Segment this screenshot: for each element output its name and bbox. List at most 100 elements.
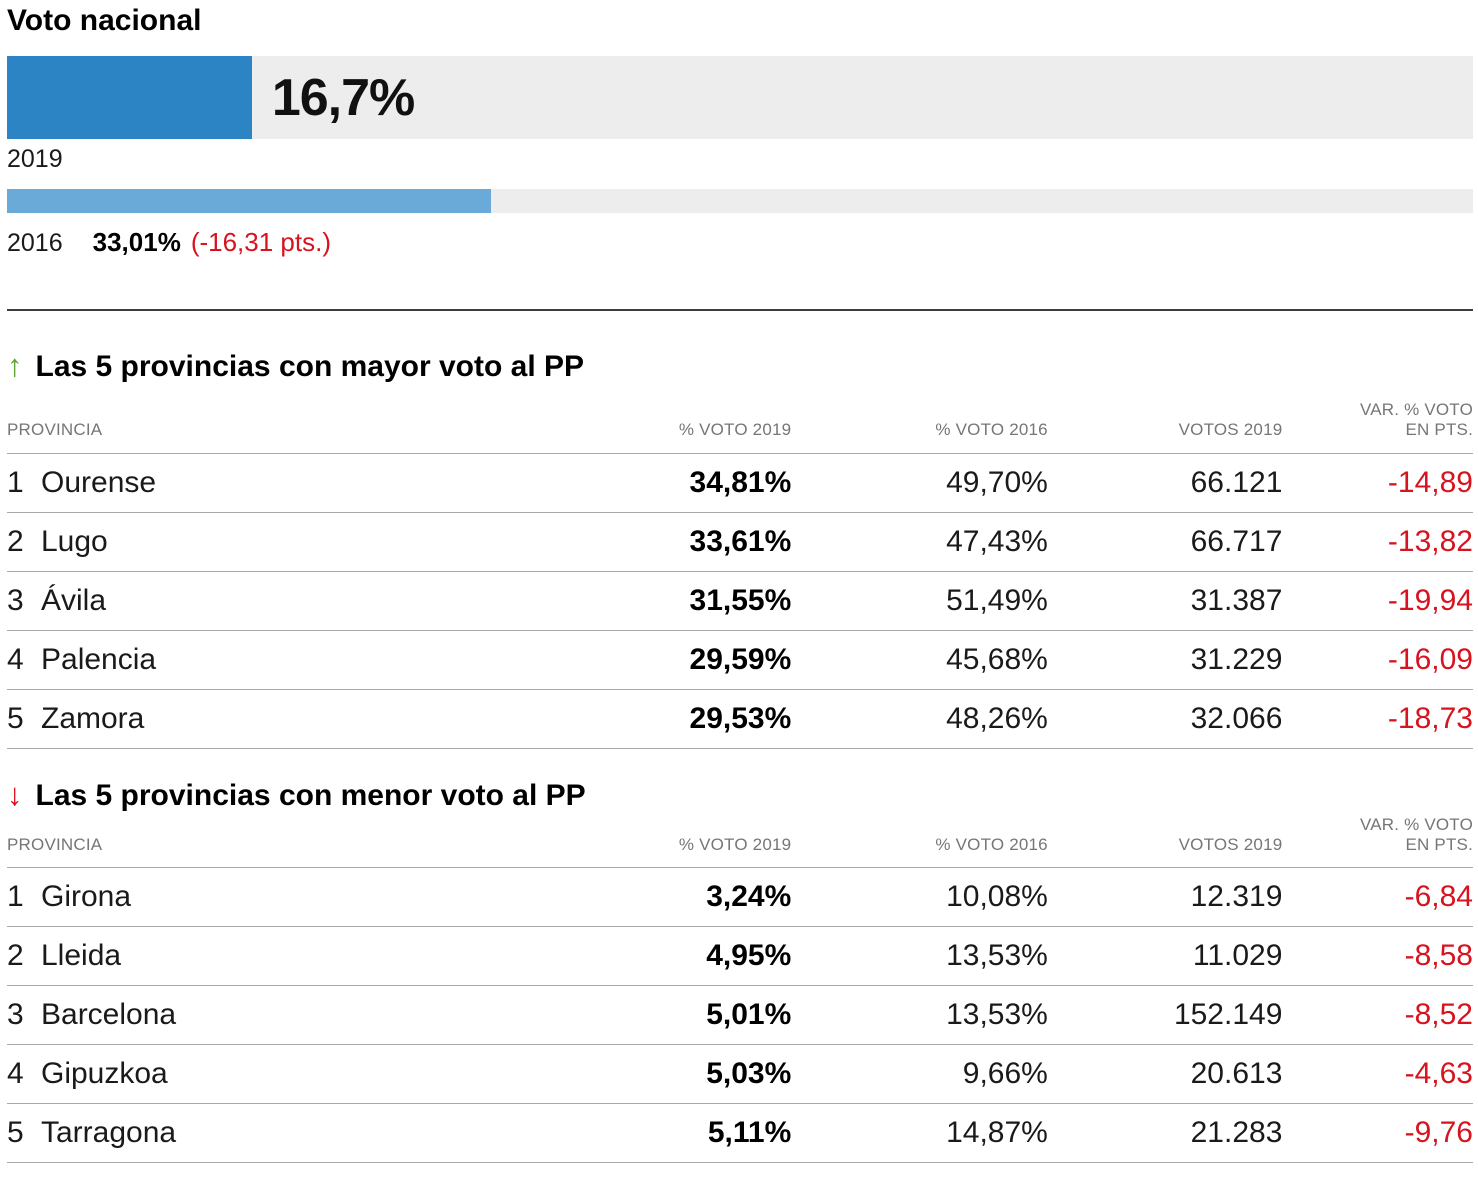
col-header-var-line2: EN PTS.: [1405, 420, 1473, 439]
cell-var-pts: -19,94: [1282, 571, 1473, 631]
cell-province: 1 Girona: [7, 867, 535, 927]
bar-year-label-2019: 2019: [7, 145, 63, 173]
cell-province: 2 Lleida: [7, 926, 535, 986]
cell-rank: 5: [7, 1116, 24, 1149]
col-header-provincia: PROVINCIA: [7, 815, 535, 868]
section-top5-menor: ↓ Las 5 provincias con menor voto al PP …: [7, 776, 1473, 1163]
cell-voto-2016: 10,08%: [791, 867, 1048, 927]
cell-votos-2019: 31.387: [1047, 571, 1283, 631]
col-header-var-line2: EN PTS.: [1405, 835, 1473, 854]
bar-caption-2016: 2016 33,01% (-16,31 pts.): [7, 226, 1473, 259]
bar-change-2016: (-16,31 pts.): [190, 227, 331, 257]
table-menor: PROVINCIA % VOTO 2019 % VOTO 2016 VOTOS …: [7, 815, 1473, 1163]
col-header-var-pts: VAR. % VOTO EN PTS.: [1282, 386, 1473, 454]
cell-voto-2016: 48,26%: [791, 689, 1048, 749]
cell-votos-2019: 12.319: [1047, 867, 1283, 927]
cell-rank: 3: [7, 998, 24, 1031]
cell-var-pts: -6,84: [1282, 867, 1473, 927]
cell-voto-2019: 5,03%: [534, 1044, 792, 1104]
cell-voto-2016: 45,68%: [791, 630, 1048, 690]
table-mayor: PROVINCIA % VOTO 2019 % VOTO 2016 VOTOS …: [7, 386, 1473, 749]
cell-province: 3 Barcelona: [7, 985, 535, 1045]
table-row: 5 Zamora 29,53% 48,26% 32.066 -18,73: [7, 689, 1473, 749]
cell-province: 2 Lugo: [7, 512, 535, 572]
table-row: 4 Gipuzkoa 5,03% 9,66% 20.613 -4,63: [7, 1044, 1473, 1104]
table-row: 4 Palencia 29,59% 45,68% 31.229 -16,09: [7, 630, 1473, 690]
cell-voto-2016: 13,53%: [791, 985, 1048, 1045]
cell-voto-2019: 4,95%: [534, 926, 792, 986]
col-header-provincia: PROVINCIA: [7, 386, 535, 454]
table-row: 3 Barcelona 5,01% 13,53% 152.149 -8,52: [7, 985, 1473, 1045]
cell-rank: 1: [7, 880, 24, 913]
cell-province: 5 Zamora: [7, 689, 535, 749]
table-row: 5 Tarragona 5,11% 14,87% 21.283 -9,76: [7, 1103, 1473, 1163]
cell-rank: 2: [7, 939, 24, 972]
col-header-votos-2019: VOTOS 2019: [1047, 815, 1283, 868]
cell-rank: 3: [7, 584, 24, 617]
cell-voto-2016: 13,53%: [791, 926, 1048, 986]
col-header-voto-2019: % VOTO 2019: [534, 386, 792, 454]
cell-province-name: Lugo: [41, 525, 108, 558]
col-header-voto-2019: % VOTO 2019: [534, 815, 792, 868]
section-top5-mayor: ↑ Las 5 provincias con mayor voto al PP …: [7, 347, 1473, 749]
cell-votos-2019: 32.066: [1047, 689, 1283, 749]
cell-rank: 1: [7, 466, 24, 499]
table-header-row: PROVINCIA % VOTO 2019 % VOTO 2016 VOTOS …: [7, 815, 1473, 868]
cell-voto-2019: 5,11%: [534, 1103, 792, 1163]
cell-province-name: Tarragona: [41, 1116, 177, 1149]
up-arrow-icon: ↑: [7, 348, 23, 383]
cell-province-name: Gipuzkoa: [41, 1057, 168, 1090]
cell-province: 3 Ávila: [7, 571, 535, 631]
cell-var-pts: -13,82: [1282, 512, 1473, 572]
cell-province-name: Ávila: [41, 584, 107, 617]
cell-voto-2019: 29,53%: [534, 689, 792, 749]
cell-province: 1 Ourense: [7, 453, 535, 513]
national-bar-2019: 16,7% 2019: [7, 56, 1473, 174]
cell-voto-2016: 49,70%: [791, 453, 1048, 513]
col-header-var-pts: VAR. % VOTO EN PTS.: [1282, 815, 1473, 868]
table-header-row: PROVINCIA % VOTO 2019 % VOTO 2016 VOTOS …: [7, 386, 1473, 454]
cell-votos-2019: 66.717: [1047, 512, 1283, 572]
cell-votos-2019: 20.613: [1047, 1044, 1283, 1104]
cell-votos-2019: 66.121: [1047, 453, 1283, 513]
cell-voto-2019: 29,59%: [534, 630, 792, 690]
cell-var-pts: -16,09: [1282, 630, 1473, 690]
cell-voto-2019: 31,55%: [534, 571, 792, 631]
table-row: 2 Lugo 33,61% 47,43% 66.717 -13,82: [7, 512, 1473, 572]
cell-votos-2019: 31.229: [1047, 630, 1283, 690]
cell-province-name: Girona: [41, 880, 132, 913]
cell-rank: 2: [7, 525, 24, 558]
cell-province-name: Lleida: [41, 939, 122, 972]
cell-var-pts: -18,73: [1282, 689, 1473, 749]
cell-var-pts: -4,63: [1282, 1044, 1473, 1104]
cell-voto-2016: 51,49%: [791, 571, 1048, 631]
section-menor-title: ↓ Las 5 provincias con menor voto al PP: [7, 776, 1473, 815]
table-row: 1 Girona 3,24% 10,08% 12.319 -6,84: [7, 867, 1473, 927]
col-header-voto-2016: % VOTO 2016: [791, 386, 1048, 454]
cell-voto-2019: 3,24%: [534, 867, 792, 927]
col-header-var-line1: VAR. % VOTO: [1359, 400, 1473, 419]
cell-var-pts: -8,58: [1282, 926, 1473, 986]
cell-rank: 4: [7, 1057, 24, 1090]
cell-rank: 4: [7, 643, 24, 676]
bar-track-2016: [7, 189, 1473, 213]
col-header-var-line1: VAR. % VOTO: [1359, 815, 1473, 834]
bar-fill-2016: [7, 189, 491, 213]
bar-year-label-2016: 2016: [7, 229, 63, 257]
bar-value-2019: 16,7%: [271, 68, 415, 127]
table-row: 3 Ávila 31,55% 51,49% 31.387 -19,94: [7, 571, 1473, 631]
col-header-voto-2016: % VOTO 2016: [791, 815, 1048, 868]
cell-var-pts: -9,76: [1282, 1103, 1473, 1163]
infographic-page: Voto nacional 16,7% 2019 2016 33,01% (-16,…: [7, 4, 1473, 1163]
cell-voto-2016: 14,87%: [791, 1103, 1048, 1163]
cell-province: 4 Gipuzkoa: [7, 1044, 535, 1104]
section-mayor-title: ↑ Las 5 provincias con mayor voto al PP: [7, 347, 1473, 386]
cell-voto-2019: 5,01%: [534, 985, 792, 1045]
cell-rank: 5: [7, 702, 24, 735]
cell-province: 5 Tarragona: [7, 1103, 535, 1163]
table-row: 2 Lleida 4,95% 13,53% 11.029 -8,58: [7, 926, 1473, 986]
cell-voto-2019: 34,81%: [534, 453, 792, 513]
bar-value-2016: 33,01%: [92, 227, 181, 257]
cell-var-pts: -14,89: [1282, 453, 1473, 513]
cell-voto-2016: 9,66%: [791, 1044, 1048, 1104]
